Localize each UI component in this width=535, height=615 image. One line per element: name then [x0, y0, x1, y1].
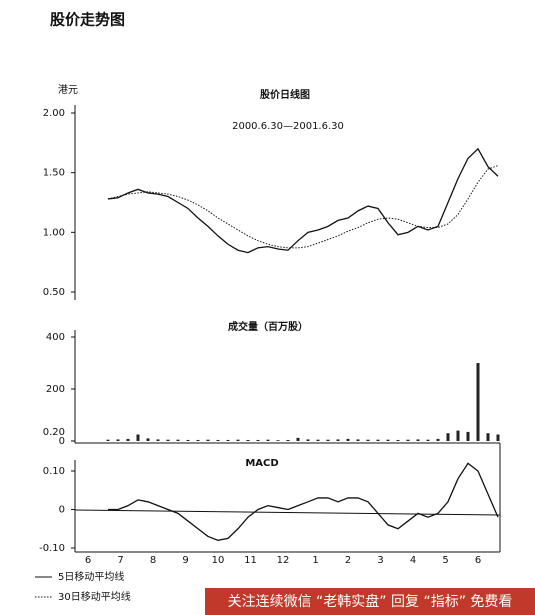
bar: [386, 439, 390, 441]
bar: [276, 440, 280, 441]
bar: [186, 439, 190, 441]
watermark-bg: [205, 588, 535, 615]
y-tick-label: 2.00: [43, 108, 65, 119]
bar: [256, 439, 260, 441]
bar: [486, 433, 490, 441]
legend-label: 30日移动平均线: [58, 590, 131, 603]
x-tick-label: 10: [212, 555, 225, 566]
y-tick-label: 0: [59, 505, 65, 516]
bar: [376, 439, 380, 441]
series-line: [107, 147, 499, 254]
chart-title: MACD: [245, 458, 278, 469]
series-line: [107, 165, 499, 249]
x-tick-label: 2: [345, 555, 351, 566]
x-tick-label: 7: [117, 555, 123, 566]
bar: [156, 439, 160, 441]
bar: [436, 438, 440, 441]
chart-subtitle: 2000.6.30—2001.6.30: [232, 121, 344, 132]
x-tick-label: 11: [244, 555, 257, 566]
y-tick-label: 1.00: [43, 227, 65, 238]
bar: [296, 437, 300, 441]
bar: [176, 439, 180, 441]
bar: [116, 439, 120, 441]
y-tick-label: -0.10: [39, 543, 65, 554]
bar: [416, 439, 420, 441]
bar: [226, 439, 230, 441]
bar: [356, 439, 360, 441]
bar: [426, 439, 430, 441]
bar: [496, 434, 500, 441]
bar: [466, 431, 470, 441]
page-title: 股价走势图: [50, 11, 125, 29]
bar: [326, 439, 330, 441]
series-line: [108, 462, 499, 541]
bar: [286, 439, 290, 441]
y-tick-label: 0: [59, 436, 65, 447]
y-tick-label: 0.20: [43, 427, 65, 438]
bar: [306, 439, 310, 441]
x-tick-label: 5: [442, 555, 448, 566]
watermark: 关注连续微信 “老韩实盘” 回复 “指标” 免费看: [228, 593, 513, 610]
y-tick-label: 1.50: [43, 168, 65, 179]
bar: [246, 439, 250, 441]
x-tick-label: 6: [85, 555, 91, 566]
chart-title: 成交量（百万股）: [228, 320, 308, 333]
bar: [196, 439, 200, 441]
x-tick-label: 3: [377, 555, 383, 566]
bar: [126, 438, 130, 441]
x-tick-label: 1: [312, 555, 318, 566]
bar: [456, 430, 460, 441]
bar: [396, 439, 400, 441]
bar: [106, 439, 110, 441]
bar: [336, 439, 340, 441]
y-tick-label: 400: [46, 332, 65, 343]
legend-label: 5日移动平均线: [58, 570, 124, 583]
bar: [136, 434, 140, 441]
x-tick-label: 4: [410, 555, 416, 566]
bar: [266, 439, 270, 441]
x-tick-label: 8: [150, 555, 156, 566]
bar: [366, 439, 370, 441]
bar: [146, 438, 150, 441]
bar: [316, 439, 320, 441]
bar: [206, 439, 210, 441]
y-unit: 港元: [58, 84, 78, 96]
x-tick-label: 6: [475, 555, 481, 566]
bar: [476, 363, 480, 441]
signal-line: [74, 509, 501, 516]
bar: [346, 438, 350, 441]
bar: [216, 439, 220, 441]
y-tick-label: 200: [46, 384, 65, 395]
bar: [236, 439, 240, 441]
chart-title: 股价日线图: [260, 88, 310, 101]
x-tick-label: 9: [182, 555, 188, 566]
bar: [406, 439, 410, 441]
bar: [446, 433, 450, 441]
x-tick-label: 12: [277, 555, 290, 566]
y-tick-label: 0.10: [43, 466, 65, 477]
bar: [166, 439, 170, 441]
y-tick-label: 0.50: [43, 287, 65, 298]
